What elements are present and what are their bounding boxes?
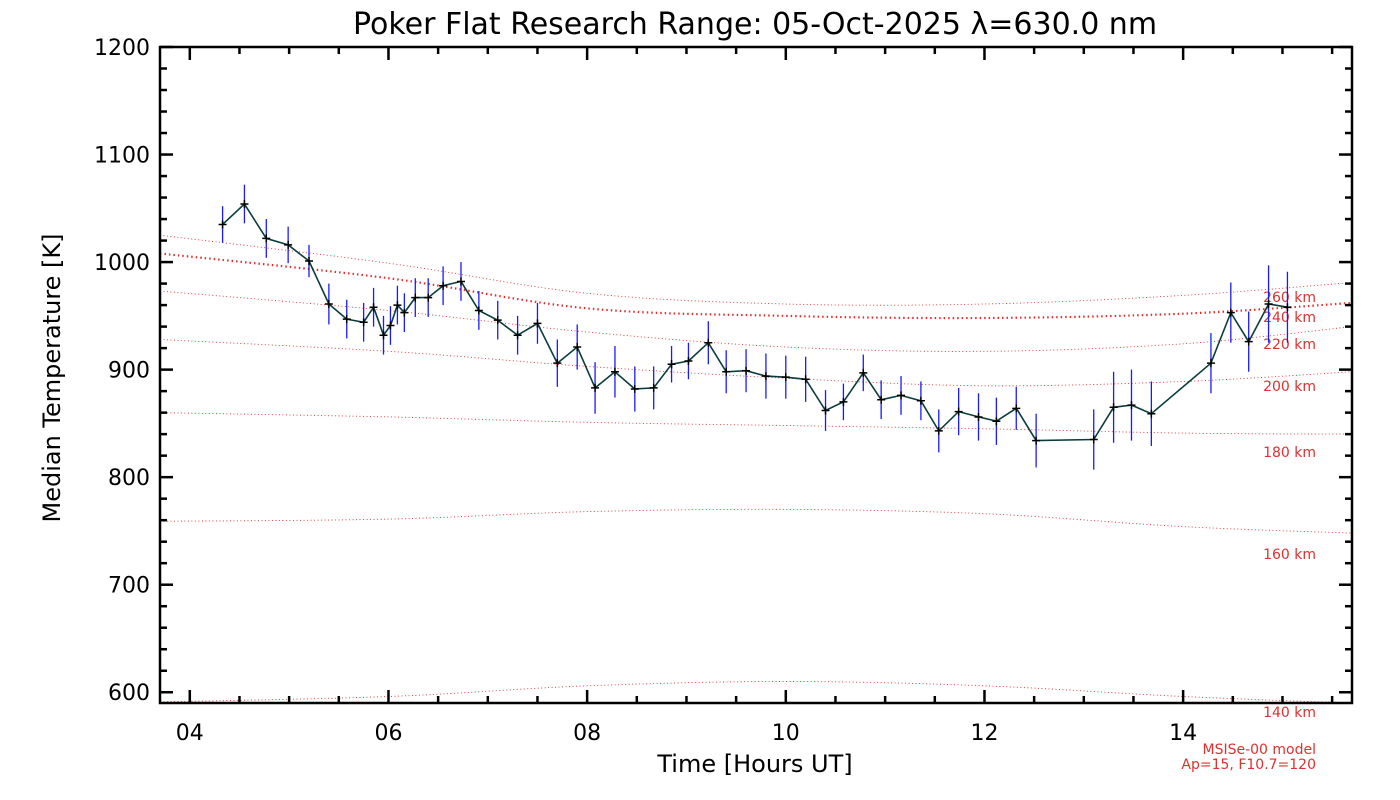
data-point: [1264, 300, 1273, 309]
model-curve-240-km: [159, 252, 1353, 320]
data-point: [424, 293, 433, 302]
data-point: [456, 277, 465, 286]
y-tick-label: 1100: [94, 144, 150, 169]
data-point: [218, 220, 227, 229]
axis-ticks: [160, 45, 1352, 703]
y-tick-label: 700: [108, 574, 150, 599]
data-point: [342, 315, 351, 324]
data-point: [722, 367, 731, 376]
model-curves: 140 km 160 km 180 km 200 km 220 km 240 km 260 …: [159, 234, 1353, 721]
y-axis-label: Median Temperature [K]: [38, 233, 66, 522]
plot-frame: [158, 45, 1354, 705]
data-point: [1226, 308, 1235, 317]
x-tick-label: 12: [970, 721, 998, 746]
data-point: [591, 383, 600, 392]
data-point: [1283, 303, 1292, 312]
altitude-label-180-km: 180 km: [1263, 445, 1316, 461]
x-tick-label: 14: [1169, 721, 1197, 746]
data-point: [1127, 401, 1136, 410]
chart-title: Poker Flat Research Range: 05-Oct-2025 λ…: [353, 7, 1157, 42]
y-tick-label: 600: [108, 681, 150, 706]
data-point: [1206, 359, 1215, 368]
data-point: [1109, 403, 1118, 412]
data-point: [1244, 337, 1253, 346]
y-tick-label: 1200: [94, 36, 150, 61]
data-point: [992, 417, 1001, 426]
x-tick-label: 04: [176, 721, 204, 746]
data-point: [400, 308, 409, 317]
altitude-label-220-km: 220 km: [1263, 337, 1316, 353]
data-point: [704, 338, 713, 347]
data-point: [859, 368, 868, 377]
data-point: [877, 395, 886, 404]
data-point: [240, 200, 249, 209]
data-point: [934, 426, 943, 435]
model-curve-160-km: [159, 508, 1353, 534]
model-curve-180-km: [159, 412, 1353, 435]
data-point: [359, 318, 368, 327]
data-point: [553, 359, 562, 368]
altitude-label-240-km: 240 km: [1263, 310, 1316, 326]
y-tick-label: 800: [108, 466, 150, 491]
altitude-label-160-km: 160 km: [1263, 547, 1316, 563]
data-point: [916, 396, 925, 405]
x-tick-label: 08: [573, 721, 601, 746]
data-point: [573, 343, 582, 352]
data-point: [305, 257, 313, 266]
y-tick-label: 900: [108, 359, 150, 384]
data-point: [533, 319, 542, 328]
data-point: [1089, 435, 1098, 444]
data-point: [684, 357, 693, 366]
temperature-line: [222, 202, 1288, 442]
data-point: [761, 372, 770, 381]
x-tick-label: 10: [772, 721, 800, 746]
tick-labels: 04 06 08 10 12 14 600 700 800 900 1000 1100 1200: [94, 36, 1197, 746]
x-axis-label: Time [Hours UT]: [656, 750, 852, 778]
data-point: [667, 360, 676, 369]
y-tick-label: 1000: [94, 251, 150, 276]
model-note-line-2: Ap=15, F10.7=120: [1181, 757, 1316, 773]
data-point: [493, 316, 502, 325]
data-series: [218, 184, 1292, 470]
model-curve-200-km: [159, 339, 1353, 387]
data-point: [630, 384, 639, 393]
data-point: [1147, 409, 1156, 418]
model-curve-220-km: [159, 290, 1353, 352]
data-point: [369, 303, 378, 312]
data-point: [379, 331, 388, 340]
data-point: [821, 406, 830, 415]
data-point: [474, 306, 483, 315]
data-point: [262, 234, 271, 243]
data-point: [393, 301, 402, 310]
data-point: [897, 391, 906, 400]
data-point: [513, 331, 522, 340]
altitude-label-200-km: 200 km: [1263, 379, 1316, 395]
data-point: [439, 281, 448, 290]
x-tick-label: 06: [374, 721, 402, 746]
data-point: [781, 373, 790, 382]
altitude-label-260-km: 260 km: [1263, 290, 1316, 306]
data-point: [954, 407, 963, 416]
data-point: [284, 240, 293, 249]
model-curve-260-km: [159, 234, 1353, 306]
data-point: [1032, 436, 1041, 445]
data-point: [801, 375, 810, 384]
data-point: [742, 366, 751, 375]
data-point: [411, 293, 420, 302]
data-point: [974, 412, 983, 421]
data-point: [649, 383, 658, 392]
data-point: [610, 367, 619, 376]
data-point: [386, 321, 395, 330]
altitude-label-140-km: 140 km: [1263, 705, 1316, 721]
data-point: [324, 300, 333, 309]
data-point: [1012, 404, 1021, 413]
data-point: [839, 397, 848, 406]
model-note-line-1: MSISe-00 model: [1202, 742, 1316, 758]
